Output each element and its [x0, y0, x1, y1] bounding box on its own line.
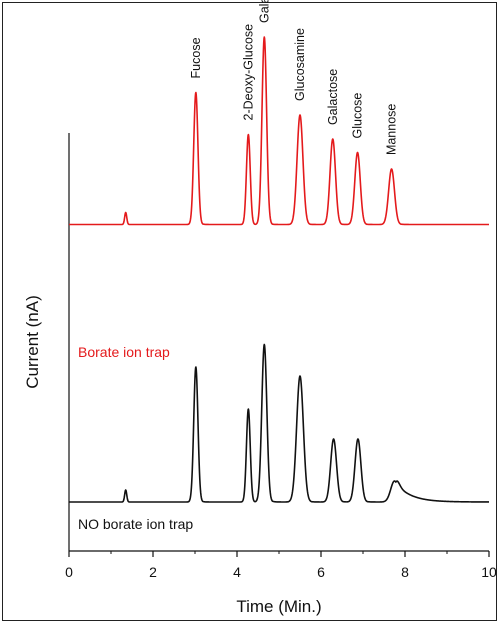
x-tick-label-10: 10 — [481, 564, 497, 580]
x-ticks: 0 2 4 6 8 10 — [65, 551, 497, 580]
x-tick-label-4: 4 — [233, 564, 241, 580]
series-label-borate-ion-trap: Borate ion trap — [78, 344, 170, 360]
x-axis-title: Time (Min.) — [236, 597, 321, 616]
x-tick-label-8: 8 — [401, 564, 409, 580]
peak-label-2-deoxy-glucose: 2-Deoxy-Glucose — [241, 24, 255, 121]
series-layer — [68, 36, 490, 503]
y-axis-title: Current (nA) — [23, 295, 42, 389]
peak-label-mannose: Mannose — [385, 104, 399, 155]
series-label-no-borate-ion-trap: NO borate ion trap — [78, 516, 193, 532]
peak-label-galactosamine: Galactosamine — [257, 0, 271, 23]
series-labels: Borate ion trap NO borate ion trap — [78, 344, 193, 532]
chart-frame — [2, 2, 497, 621]
x-tick-label-2: 2 — [149, 564, 157, 580]
series-line-no-borate-ion-trap — [68, 343, 490, 503]
peak-label-glucosamine: Glucosamine — [293, 28, 307, 101]
peak-labels: Fucose 2-Deoxy-GlucoseGalactosamine Glucos… — [189, 0, 399, 155]
x-tick-label-6: 6 — [317, 564, 325, 580]
peak-label-glucose: Glucose — [350, 93, 364, 139]
x-tick-label-0: 0 — [65, 564, 73, 580]
peak-label-fucose: Fucose — [189, 37, 203, 78]
peak-label-galactose: Galactose — [326, 69, 340, 125]
axes — [68, 133, 489, 552]
series-line-borate-ion-trap — [68, 36, 490, 226]
